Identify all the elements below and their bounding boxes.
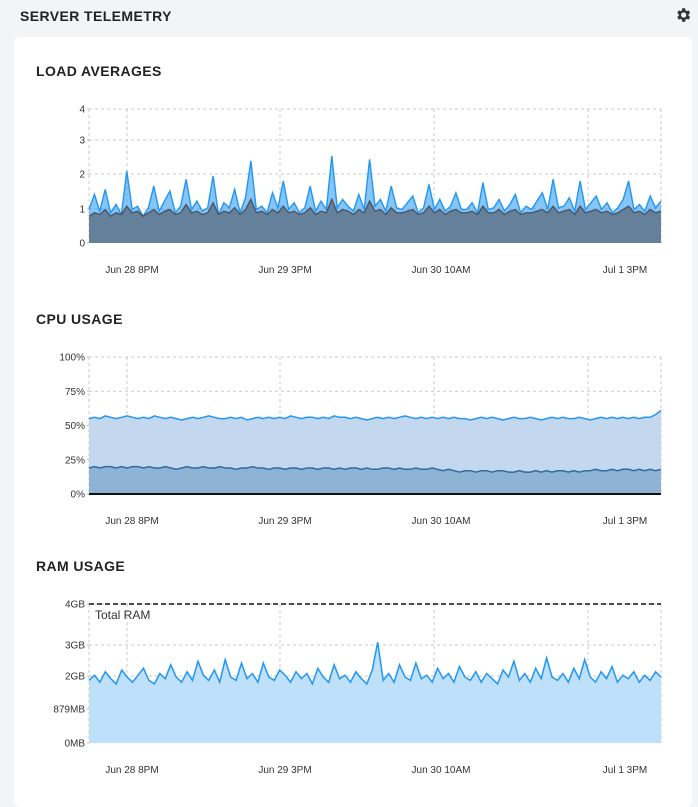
y-tick-label: 3GB — [65, 641, 85, 652]
x-tick-label: Jun 29 3PM — [258, 765, 311, 776]
chart-title-cpu: CPU USAGE — [36, 311, 123, 327]
y-tick-label: 4 — [79, 105, 85, 116]
load-series-2-line — [88, 197, 662, 218]
telemetry-card: LOAD AVERAGES 0 1 2 3 4 Jun 28 8PM Jun 29 3PM J… — [14, 37, 692, 807]
y-tick-label: 0 — [79, 239, 85, 250]
ram-usage-panel: RAM USAGE 0MB 879MB 2GB 3GB 4GB Jun 28 8PM Jun… — [14, 558, 692, 798]
load-series-1-line — [88, 155, 662, 218]
y-tick-label: 0% — [71, 490, 86, 501]
page-header: SERVER TELEMETRY — [20, 8, 692, 30]
cpu-series-2-line — [88, 465, 662, 473]
y-tick-label: 50% — [65, 421, 85, 432]
x-tick-label: Jun 28 8PM — [105, 516, 158, 527]
x-tick-label: Jul 1 3PM — [603, 516, 647, 527]
y-tick-label: 3 — [79, 136, 85, 147]
x-tick-label: Jun 28 8PM — [105, 265, 158, 276]
y-tick-label: 75% — [65, 387, 85, 398]
y-tick-label: 879MB — [53, 705, 85, 716]
ram-series-area — [89, 642, 661, 743]
cpu-series-2-area — [89, 466, 661, 494]
gear-icon[interactable] — [674, 6, 692, 24]
cpu-usage-panel: CPU USAGE 0% 25% 50% 75% 100% Jun 28 8PM Jun 2… — [14, 311, 692, 551]
load-averages-panel: LOAD AVERAGES 0 1 2 3 4 Jun 28 8PM Jun 29 3PM J… — [14, 63, 692, 303]
y-tick-label: 100% — [59, 353, 85, 364]
y-tick-label: 0MB — [64, 739, 85, 750]
x-tick-label: Jul 1 3PM — [603, 265, 647, 276]
cpu-usage-chart: 0% 25% 50% 75% 100% Jun 28 8PM Jun 29 3PM Jun 3… — [59, 353, 662, 527]
y-tick-label: 1 — [79, 205, 85, 216]
y-tick-label: 2GB — [65, 672, 85, 683]
chart-title-ram: RAM USAGE — [36, 558, 126, 574]
x-tick-label: Jun 30 10AM — [412, 516, 471, 527]
chart-title-load: LOAD AVERAGES — [36, 63, 162, 79]
ram-series-line — [88, 642, 662, 686]
x-tick-label: Jun 29 3PM — [258, 265, 311, 276]
page-title: SERVER TELEMETRY — [20, 8, 172, 24]
load-series-2-area — [89, 199, 661, 243]
load-averages-chart: 0 1 2 3 4 Jun 28 8PM Jun 29 3PM Jun 30 10AM Jul … — [79, 105, 662, 276]
x-tick-label: Jun 28 8PM — [105, 765, 158, 776]
y-tick-label: 2 — [79, 170, 85, 181]
x-tick-label: Jun 30 10AM — [412, 265, 471, 276]
ram-usage-chart: 0MB 879MB 2GB 3GB 4GB Jun 28 8PM Jun 29 3PM Jun… — [53, 600, 662, 776]
cpu-series-1-line — [88, 409, 662, 421]
x-tick-label: Jul 1 3PM — [603, 765, 647, 776]
x-tick-label: Jun 30 10AM — [412, 765, 471, 776]
x-tick-label: Jun 29 3PM — [258, 516, 311, 527]
total-ram-label: Total RAM — [95, 608, 150, 622]
y-tick-label: 25% — [65, 455, 85, 466]
y-tick-label: 4GB — [65, 600, 85, 611]
